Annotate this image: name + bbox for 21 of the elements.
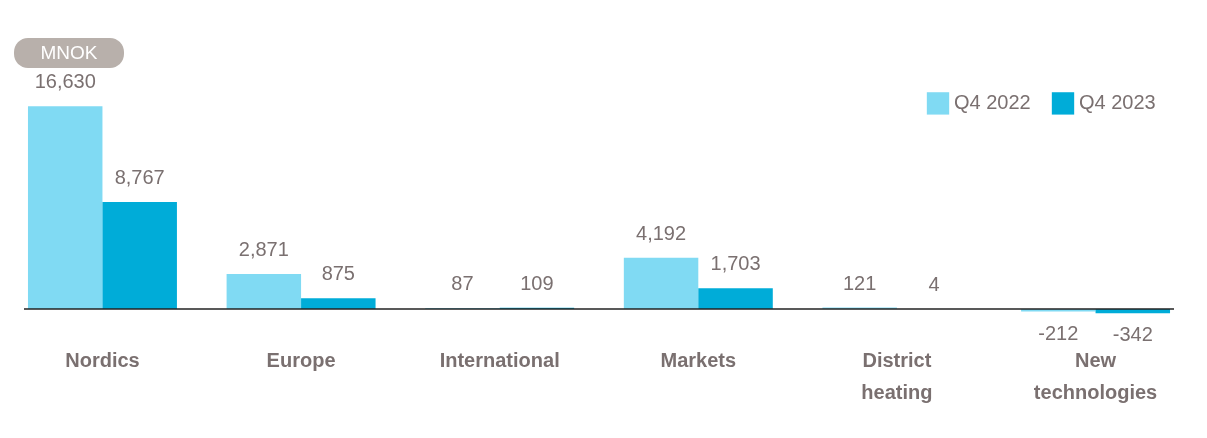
x-tick-label: Markets xyxy=(660,348,737,371)
data-label: 875 xyxy=(321,262,355,285)
data-label: 4,192 xyxy=(636,221,687,244)
data-label: 87 xyxy=(451,271,474,294)
data-label: 1,703 xyxy=(710,252,761,275)
data-label: 121 xyxy=(843,271,877,294)
x-tick-label: Nordics xyxy=(65,348,140,371)
data-label: 4 xyxy=(928,272,940,295)
x-tick-label: District heating xyxy=(861,348,933,403)
legend-label: Q4 2023 xyxy=(1079,91,1156,114)
x-tick-label: International xyxy=(439,348,560,371)
x-tick-label: New technologies xyxy=(1033,348,1158,403)
data-label: -212 xyxy=(1038,321,1079,344)
data-label: -342 xyxy=(1112,323,1153,346)
legend-label: Q4 2022 xyxy=(954,91,1031,114)
x-tick-label: Europe xyxy=(266,348,336,371)
y-axis-title: MNOK xyxy=(40,42,98,63)
data-label: 2,871 xyxy=(238,237,289,260)
data-label: 16,630 xyxy=(34,70,96,93)
data-label: 8,767 xyxy=(114,166,165,189)
data-label: 109 xyxy=(520,271,554,294)
